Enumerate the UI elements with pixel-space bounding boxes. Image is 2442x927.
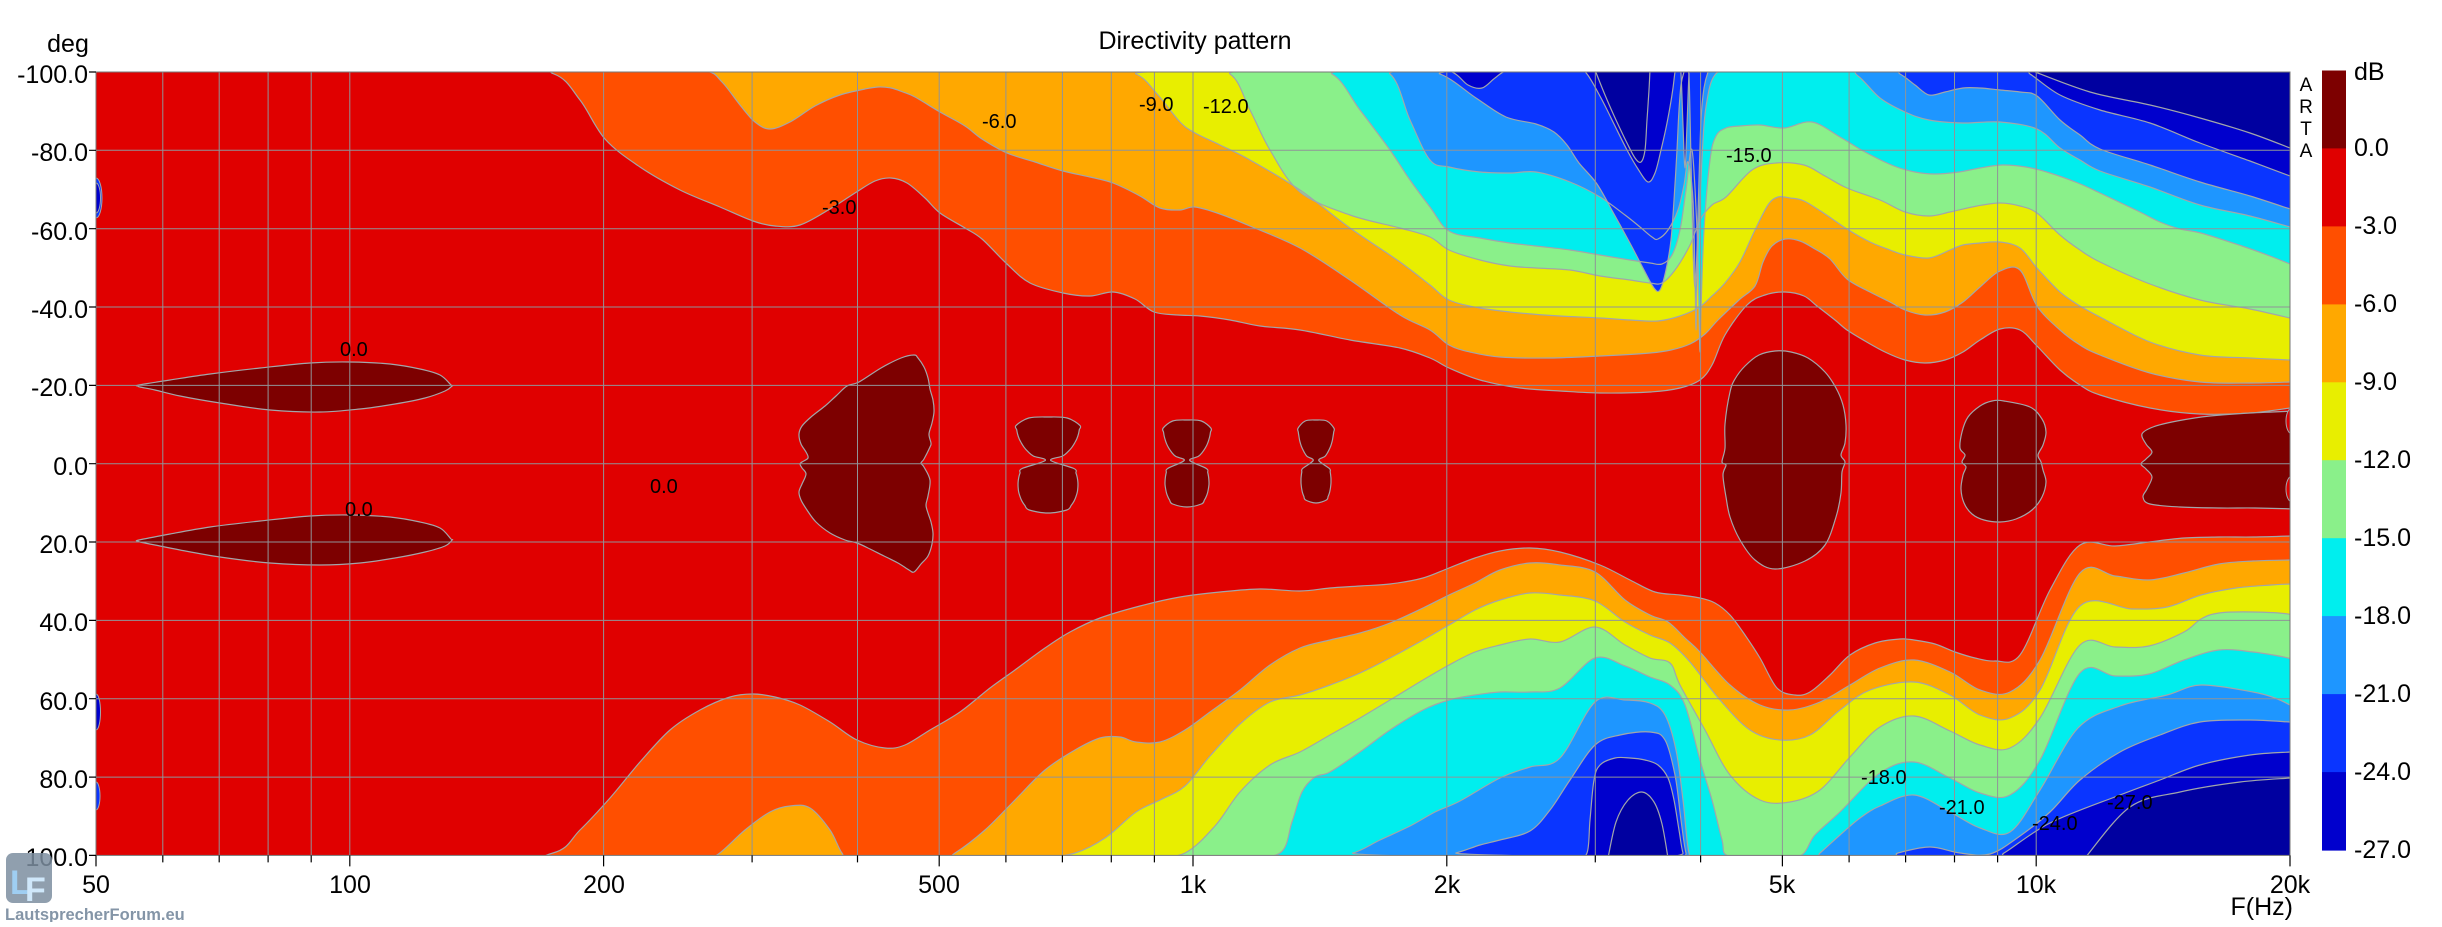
svg-text:-18.0: -18.0 [1861,767,1907,789]
svg-text:-15.0: -15.0 [2354,524,2411,552]
svg-text:-21.0: -21.0 [1939,797,1985,819]
svg-text:-24.0: -24.0 [2354,758,2411,786]
svg-text:L: L [10,864,31,902]
svg-text:dB: dB [2354,58,2385,86]
svg-text:80.0: 80.0 [39,766,88,794]
svg-text:-6.0: -6.0 [982,111,1016,133]
svg-text:100: 100 [329,871,371,899]
svg-text:-40.0: -40.0 [31,296,88,324]
svg-text:0.0: 0.0 [2354,134,2389,162]
svg-text:F(Hz): F(Hz) [2231,893,2293,921]
svg-text:LautsprecherForum.eu: LautsprecherForum.eu [5,906,185,922]
svg-text:A: A [2300,141,2313,162]
svg-text:2k: 2k [1434,871,1461,899]
svg-text:-12.0: -12.0 [2354,446,2411,474]
svg-text:F: F [25,871,46,909]
svg-text:R: R [2299,97,2313,118]
svg-text:-20.0: -20.0 [31,374,88,402]
svg-text:-27.0: -27.0 [2354,836,2411,864]
svg-text:0.0: 0.0 [650,476,678,498]
svg-text:-27.0: -27.0 [2107,792,2153,814]
svg-text:40.0: 40.0 [39,609,88,637]
svg-text:-9.0: -9.0 [1139,94,1173,116]
svg-text:-9.0: -9.0 [2354,368,2397,396]
svg-text:-3.0: -3.0 [822,197,856,219]
svg-text:-80.0: -80.0 [31,139,88,167]
svg-text:-3.0: -3.0 [2354,212,2397,240]
svg-text:-21.0: -21.0 [2354,680,2411,708]
svg-text:-12.0: -12.0 [1203,96,1249,118]
svg-text:deg: deg [47,30,89,58]
svg-text:10k: 10k [2016,871,2057,899]
svg-text:20k: 20k [2270,871,2311,899]
svg-text:0.0: 0.0 [345,499,373,521]
svg-text:50: 50 [82,871,110,899]
svg-text:500: 500 [918,871,960,899]
svg-text:200: 200 [583,871,625,899]
svg-text:-100.0: -100.0 [17,61,88,89]
svg-text:0.0: 0.0 [53,453,88,481]
svg-text:-24.0: -24.0 [2032,813,2078,835]
svg-text:1k: 1k [1180,871,1207,899]
svg-text:Directivity pattern: Directivity pattern [1098,27,1291,55]
svg-text:5k: 5k [1769,871,1796,899]
svg-text:-6.0: -6.0 [2354,290,2397,318]
svg-text:-18.0: -18.0 [2354,602,2411,630]
svg-text:A: A [2300,75,2313,96]
svg-text:60.0: 60.0 [39,688,88,716]
svg-text:-60.0: -60.0 [31,218,88,246]
svg-text:20.0: 20.0 [39,531,88,559]
svg-text:-15.0: -15.0 [1726,145,1772,167]
svg-text:T: T [2300,119,2312,140]
svg-text:0.0: 0.0 [340,339,368,361]
